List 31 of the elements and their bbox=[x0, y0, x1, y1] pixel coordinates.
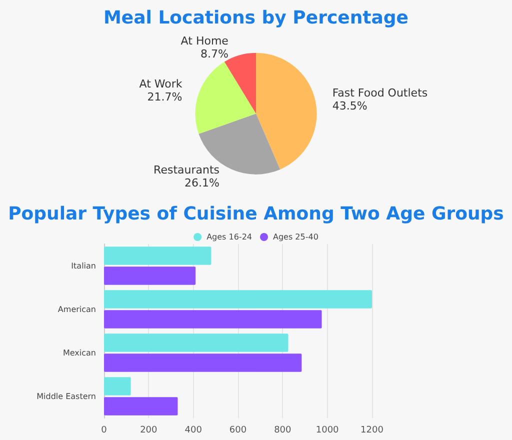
chart-title: Popular Types of Cuisine Among Two Age Groups bbox=[8, 204, 504, 224]
slice-label: At Work bbox=[139, 78, 183, 91]
x-tick-label: 1200 bbox=[360, 426, 384, 436]
bar bbox=[104, 290, 372, 308]
bar bbox=[104, 310, 322, 328]
slice-label: Fast Food Outlets bbox=[332, 86, 428, 100]
bar bbox=[104, 246, 212, 265]
x-tick-label: 800 bbox=[274, 426, 292, 436]
data-label: 21.7% bbox=[147, 90, 182, 104]
data-label: 43.5% bbox=[332, 100, 368, 113]
y-tick-label: Italian bbox=[71, 261, 96, 270]
slice-label: At Home bbox=[180, 34, 229, 48]
y-tick-label: Mexican bbox=[62, 348, 96, 358]
legend-label: Ages 16-24 bbox=[206, 232, 252, 242]
data-label: 26.1% bbox=[184, 176, 220, 190]
bar bbox=[104, 354, 302, 372]
bar bbox=[104, 377, 131, 396]
x-tick-label: 0 bbox=[101, 426, 108, 436]
slice-label: Restaurants bbox=[154, 164, 220, 177]
bar bbox=[104, 266, 196, 285]
bar bbox=[104, 397, 178, 416]
y-tick-label: American bbox=[58, 304, 96, 314]
x-tick-label: 1000 bbox=[316, 426, 340, 436]
bar bbox=[104, 334, 288, 352]
legend-label: Ages 25-40 bbox=[273, 232, 318, 242]
data-label: 8.7% bbox=[200, 47, 228, 60]
chart-title: Meal Locations by Percentage bbox=[104, 8, 408, 28]
x-tick-label: 600 bbox=[229, 426, 247, 436]
x-tick-label: 400 bbox=[184, 426, 202, 436]
y-tick-label: Middle Eastern bbox=[36, 392, 96, 401]
x-tick-label: 200 bbox=[140, 426, 158, 436]
